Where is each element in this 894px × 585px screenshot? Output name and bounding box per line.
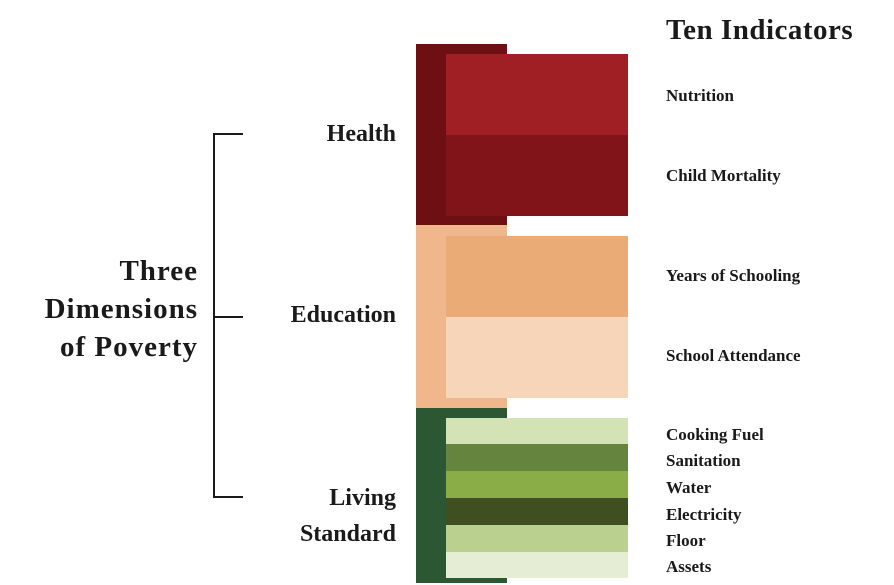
indicator-bar [446, 471, 628, 498]
indicator-label-floor: Floor [666, 531, 706, 550]
dimension-label-living-standard: Living Standard [240, 480, 396, 552]
indicator-label-water: Water [666, 478, 712, 497]
dimension-label-health: Health [240, 116, 396, 152]
indicator-bar [446, 54, 628, 135]
indicator-bar [446, 552, 628, 578]
indicator-bar [446, 135, 628, 216]
indicator-label-cooking-fuel: Cooking Fuel [666, 425, 764, 444]
bracket-vertical-line [213, 133, 215, 498]
indicator-label-years-of-schooling: Years of Schooling [666, 266, 801, 285]
indicator-label-assets: Assets [666, 557, 712, 576]
indicator-label-child-mortality: Child Mortality [666, 166, 781, 185]
bracket-middle-tick [213, 316, 243, 318]
dimension-label-education: Education [240, 297, 396, 333]
dimension-label-line: Living [329, 485, 396, 511]
indicator-label-nutrition: Nutrition [666, 86, 734, 105]
bracket-bottom-tick [213, 496, 243, 498]
dimension-label-line: Standard [299, 521, 396, 547]
main-title: Three Dimensions of Poverty [0, 252, 198, 366]
indicator-bar [446, 498, 628, 525]
main-title-line: of Poverty [59, 331, 198, 363]
dimension-label-line: Health [326, 121, 396, 147]
bracket-top-tick [213, 133, 243, 135]
main-title-line: Three [119, 255, 198, 287]
indicator-bar [446, 236, 628, 317]
indicator-bar [446, 317, 628, 398]
indicator-bar [446, 418, 628, 444]
indicators-heading: Ten Indicators [666, 14, 854, 46]
indicator-bar [446, 525, 628, 552]
dimension-label-line: Education [290, 302, 396, 328]
indicator-bar [446, 444, 628, 471]
indicator-label-school-attendance: School Attendance [666, 346, 801, 365]
indicator-label-electricity: Electricity [666, 505, 742, 524]
main-title-line: Dimensions [44, 293, 198, 325]
indicator-label-sanitation: Sanitation [666, 451, 741, 470]
